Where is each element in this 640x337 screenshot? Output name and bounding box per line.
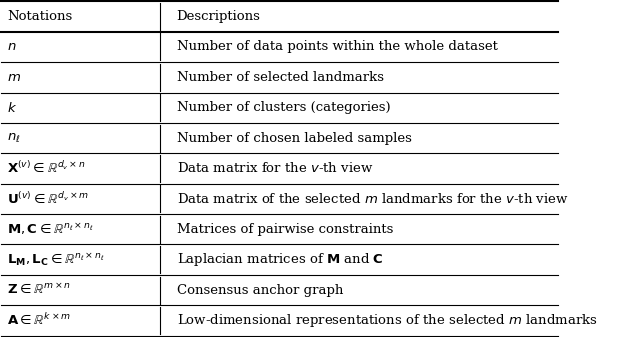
Text: $\mathbf{X}^{(v)} \in \mathbb{R}^{d_v \times n}$: $\mathbf{X}^{(v)} \in \mathbb{R}^{d_v \t… — [7, 160, 86, 177]
Text: $\mathbf{M}, \mathbf{C} \in \mathbb{R}^{n_\ell \times n_\ell}$: $\mathbf{M}, \mathbf{C} \in \mathbb{R}^{… — [7, 221, 93, 237]
Text: $n_\ell$: $n_\ell$ — [7, 131, 20, 145]
Text: Number of chosen labeled samples: Number of chosen labeled samples — [177, 132, 412, 145]
Text: $\mathbf{L_{M}}, \mathbf{L_{C}} \in \mathbb{R}^{n_\ell \times n_\ell}$: $\mathbf{L_{M}}, \mathbf{L_{C}} \in \mat… — [7, 251, 104, 268]
Text: Low-dimensional representations of the selected $m$ landmarks: Low-dimensional representations of the s… — [177, 312, 597, 329]
Text: $k$: $k$ — [7, 101, 17, 115]
Text: Notations: Notations — [7, 10, 72, 23]
Text: $\mathbf{A} \in \mathbb{R}^{k \times m}$: $\mathbf{A} \in \mathbb{R}^{k \times m}$ — [7, 312, 71, 328]
Text: $\mathbf{Z} \in \mathbb{R}^{m \times n}$: $\mathbf{Z} \in \mathbb{R}^{m \times n}$ — [7, 283, 71, 297]
Text: Descriptions: Descriptions — [177, 10, 260, 23]
Text: $n$: $n$ — [7, 40, 17, 54]
Text: Matrices of pairwise constraints: Matrices of pairwise constraints — [177, 223, 393, 236]
Text: Number of data points within the whole dataset: Number of data points within the whole d… — [177, 40, 497, 54]
Text: $m$: $m$ — [7, 71, 21, 84]
Text: Consensus anchor graph: Consensus anchor graph — [177, 283, 343, 297]
Text: Laplacian matrices of $\mathbf{M}$ and $\mathbf{C}$: Laplacian matrices of $\mathbf{M}$ and $… — [177, 251, 383, 268]
Text: Data matrix of the selected $m$ landmarks for the $v$-th view: Data matrix of the selected $m$ landmark… — [177, 192, 568, 206]
Text: $\mathbf{U}^{(v)} \in \mathbb{R}^{d_v \times m}$: $\mathbf{U}^{(v)} \in \mathbb{R}^{d_v \t… — [7, 191, 90, 207]
Text: Number of clusters (categories): Number of clusters (categories) — [177, 101, 390, 114]
Text: Number of selected landmarks: Number of selected landmarks — [177, 71, 383, 84]
Text: Data matrix for the $v$-th view: Data matrix for the $v$-th view — [177, 161, 373, 176]
